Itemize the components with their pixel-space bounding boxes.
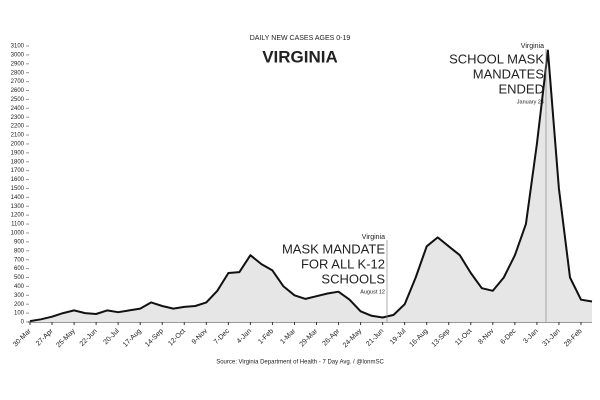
source: Source: Virginia Department of Health - … xyxy=(216,360,384,366)
annotation-date: August 12 xyxy=(360,289,385,295)
y-tick-label: 3100 xyxy=(11,44,25,50)
y-tick-label: 1100 xyxy=(11,222,25,228)
y-tick-label: 2000 xyxy=(11,142,25,148)
y-tick-label: 2100 xyxy=(11,133,25,139)
y-tick-label: 1900 xyxy=(11,150,25,156)
y-tick-label: 2500 xyxy=(11,97,25,103)
y-tick-label: 1700 xyxy=(11,168,25,174)
y-tick-label: 3000 xyxy=(11,52,25,58)
y-tick-label: 0 xyxy=(21,320,25,326)
y-tick-label: 500 xyxy=(14,275,25,281)
y-tick-label: 2200 xyxy=(11,124,25,130)
annotation-text: SCHOOL MASK xyxy=(449,51,544,66)
annotation-label: Virginia xyxy=(521,43,544,50)
y-tick-label: 2700 xyxy=(11,79,25,85)
annotation-date: January 24 xyxy=(517,99,544,105)
annotation-text: ENDED xyxy=(498,81,544,96)
annotation-label: Virginia xyxy=(362,234,385,241)
y-tick-label: 800 xyxy=(14,248,25,254)
y-tick-label: 900 xyxy=(14,239,25,245)
y-tick-label: 2800 xyxy=(11,70,25,76)
y-tick-label: 400 xyxy=(14,284,25,290)
y-tick-label: 1000 xyxy=(11,231,25,237)
y-tick-label: 300 xyxy=(14,293,25,299)
y-tick-label: 1400 xyxy=(11,195,25,201)
y-tick-label: 1300 xyxy=(11,204,25,210)
chart-title: DAILY NEW CASES AGES 0-19 xyxy=(250,35,351,42)
y-tick-label: 2300 xyxy=(11,115,25,121)
y-tick-label: 1800 xyxy=(11,159,25,165)
annotation-text: SCHOOLS xyxy=(321,271,385,286)
y-tick-label: 700 xyxy=(14,257,25,263)
area xyxy=(30,50,592,322)
y-tick-label: 1600 xyxy=(11,177,25,183)
y-tick-label: 2900 xyxy=(11,61,25,67)
y-tick-label: 2400 xyxy=(11,106,25,112)
chart-subtitle: VIRGINIA xyxy=(262,47,338,66)
annotation-text: MASK MANDATE xyxy=(282,241,385,256)
line xyxy=(29,49,593,323)
y-tick-label: 1200 xyxy=(11,213,25,219)
annotation-text: MANDATES xyxy=(473,66,545,81)
y-tick-label: 2600 xyxy=(11,88,25,94)
y-tick-label: 600 xyxy=(14,266,25,272)
y-tick-label: 200 xyxy=(14,302,25,308)
y-tick-label: 100 xyxy=(14,311,25,317)
annotation-text: FOR ALL K-12 xyxy=(301,256,385,271)
y-tick-label: 1500 xyxy=(11,186,25,192)
